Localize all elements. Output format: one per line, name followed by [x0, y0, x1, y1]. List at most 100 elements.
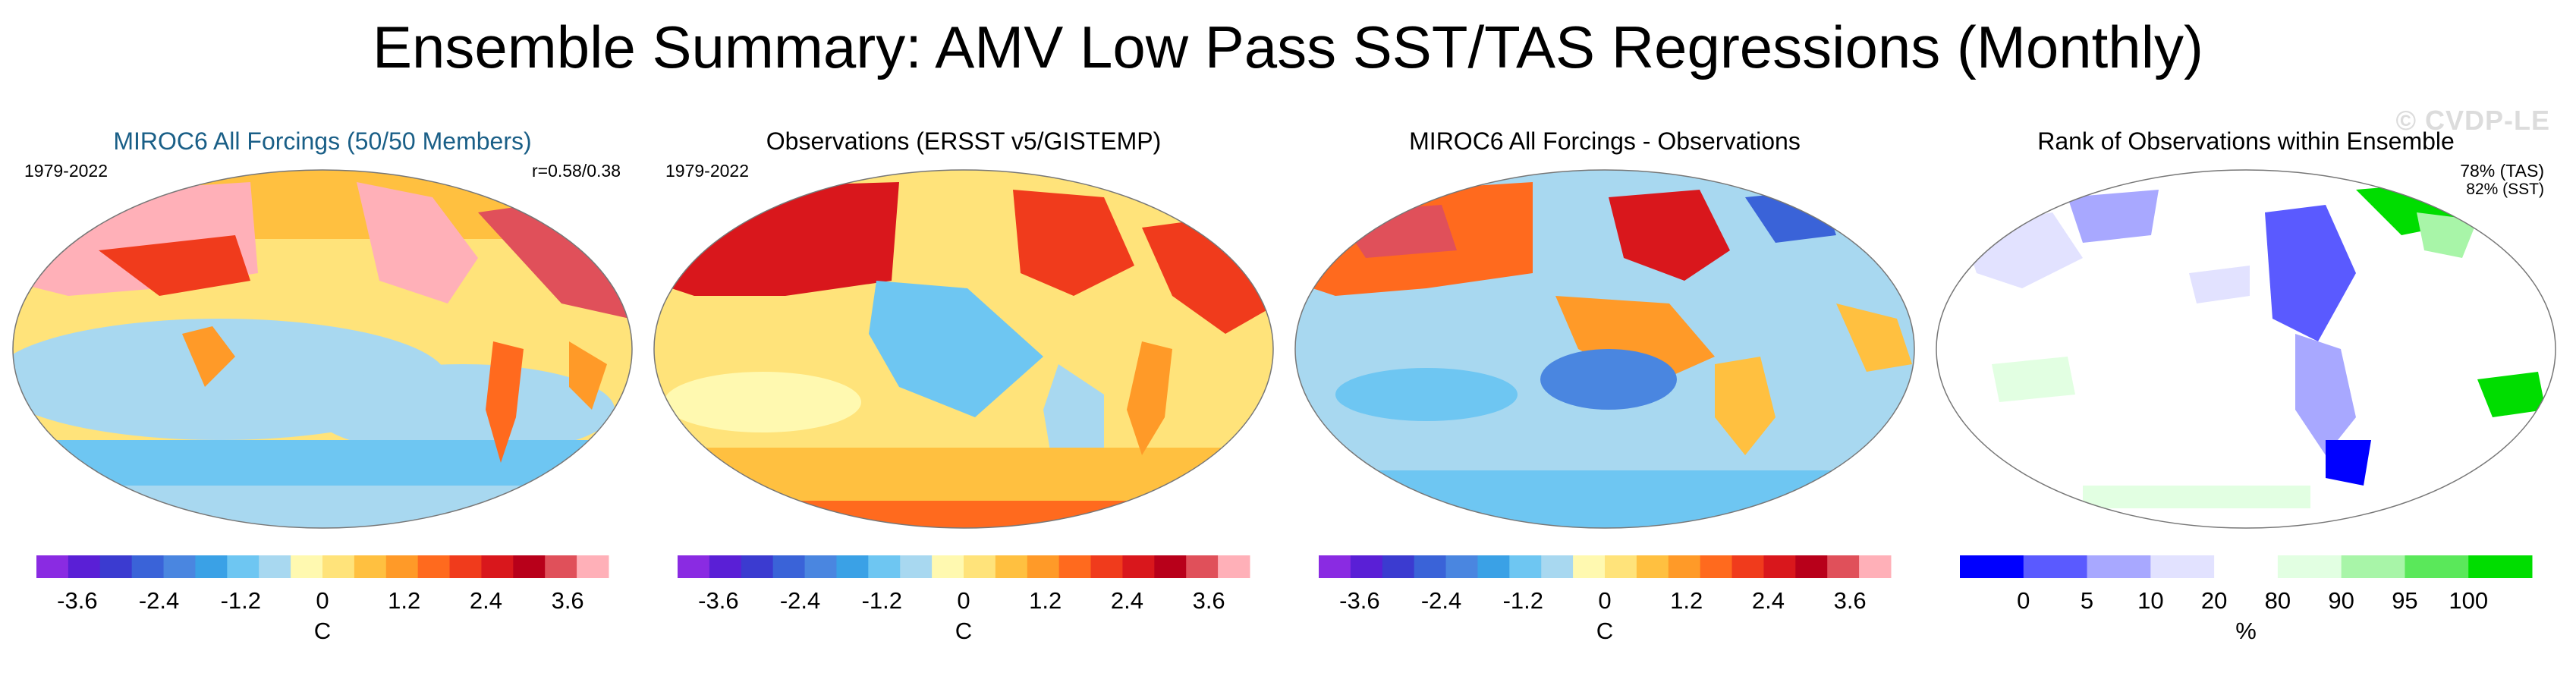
colorbar-tick-label: 1.2: [388, 587, 420, 614]
colorbar-swatch: [322, 555, 355, 578]
colorbar-swatch: [900, 555, 933, 578]
colorbar-swatch: [1186, 555, 1219, 578]
colorbar-swatch: [868, 555, 901, 578]
colorbar-tick-label: 0: [316, 587, 329, 614]
colorbar-swatch: [577, 555, 609, 578]
colorbar-swatch: [545, 555, 577, 578]
colorbar-swatch: [163, 555, 196, 578]
colorbar-unit-label: C: [1596, 618, 1613, 644]
colorbar-swatch: [385, 555, 419, 578]
colorbar-tick-label: 80: [2265, 587, 2291, 614]
colorbar-tick-label: -3.6: [698, 587, 738, 614]
panel-rank: © CVDP-LE Rank of Observations within En…: [1931, 105, 2561, 675]
colorbar-tick-label: -3.6: [57, 587, 97, 614]
colorbar-swatch: [99, 555, 133, 578]
colorbar-swatch: [1573, 555, 1606, 578]
colorbar-swatch: [709, 555, 742, 578]
colorbar-tick-label: 0: [957, 587, 970, 614]
colorbar-swatch: [1605, 555, 1637, 578]
period-label: 1979-2022: [665, 161, 749, 181]
colorbar-swatch: [1859, 555, 1892, 578]
colorbar-tick-label: -1.2: [862, 587, 902, 614]
colorbar-tick-label: 3.6: [1834, 587, 1867, 614]
colorbar-swatch: [1763, 555, 1796, 578]
colorbar-swatch: [1477, 555, 1510, 578]
panel-title: Rank of Observations within Ensemble: [2037, 127, 2455, 155]
colorbar-tick-label: 5: [2081, 587, 2093, 614]
period-label: 1979-2022: [24, 161, 108, 181]
colorbar-tick-label: 20: [2201, 587, 2227, 614]
colorbar-swatch: [1445, 555, 1478, 578]
colorbar-swatch: [1827, 555, 1860, 578]
map-rank: [1936, 169, 2556, 529]
colorbar-swatch: [1509, 555, 1542, 578]
colorbar: -3.6 -2.4 -1.2 0 1.2 2.4 3.6 C: [36, 555, 609, 644]
colorbar-swatch: [741, 555, 774, 578]
colorbar-swatch: [2405, 555, 2469, 578]
colorbar-swatch: [2150, 555, 2215, 578]
colorbar-tick-label: 2.4: [470, 587, 502, 614]
colorbar-swatch: [2087, 555, 2151, 578]
colorbar-swatch: [1960, 555, 2024, 578]
correlation-label: r=0.58/0.38: [531, 161, 621, 181]
colorbar-swatch: [1027, 555, 1060, 578]
colorbar-swatch: [481, 555, 514, 578]
panel-title: Observations (ERSST v5/GISTEMP): [766, 127, 1162, 155]
colorbar-swatch: [195, 555, 228, 578]
colorbar-swatch: [964, 555, 996, 578]
watermark: © CVDP-LE: [2395, 105, 2550, 136]
colorbar-tick-label: 3.6: [552, 587, 584, 614]
colorbar-swatch: [2468, 555, 2533, 578]
colorbar-tick-label: 2.4: [1752, 587, 1785, 614]
colorbar-tick-label: -2.4: [139, 587, 179, 614]
colorbar-swatch: [2214, 555, 2279, 578]
colorbar-swatch: [1636, 555, 1669, 578]
main-title: Ensemble Summary: AMV Low Pass SST/TAS R…: [372, 14, 2203, 80]
colorbar-tick-label: -1.2: [221, 587, 261, 614]
colorbar-unit-label: C: [955, 618, 972, 644]
colorbar-swatch: [291, 555, 323, 578]
colorbar-swatch: [36, 555, 69, 578]
colorbar-swatch: [1795, 555, 1828, 578]
panel-difference: MIROC6 All Forcings - Observations -3.6 -…: [1290, 106, 1920, 675]
panel-title: MIROC6 All Forcings - Observations: [1409, 127, 1801, 155]
colorbar-tick-label: -2.4: [1421, 587, 1461, 614]
colorbar-tick-label: -2.4: [780, 587, 820, 614]
colorbar-swatch: [772, 555, 806, 578]
colorbar-swatch: [1668, 555, 1701, 578]
colorbar-tick-label: -3.6: [1339, 587, 1379, 614]
colorbar-swatch: [259, 555, 291, 578]
colorbar-tick-label: 3.6: [1193, 587, 1225, 614]
colorbar-swatch: [417, 555, 451, 578]
panel-observations: Observations (ERSST v5/GISTEMP) 1979-202…: [649, 106, 1279, 675]
colorbar-swatch: [995, 555, 1028, 578]
map-model: [12, 169, 633, 529]
rank-sst-label: 82% (SST): [2466, 181, 2544, 198]
colorbar-swatch: [1154, 555, 1187, 578]
colorbar-swatch: [1218, 555, 1250, 578]
panel-model: MIROC6 All Forcings (50/50 Members) 1979…: [8, 106, 637, 675]
colorbar-tick-label: 2.4: [1111, 587, 1143, 614]
colorbar-swatch: [1731, 555, 1764, 578]
colorbar-swatch: [836, 555, 869, 578]
colorbar-swatch: [449, 555, 482, 578]
colorbar-swatch: [1058, 555, 1092, 578]
colorbar-tick-label: 100: [2449, 587, 2488, 614]
colorbar-swatch: [1382, 555, 1415, 578]
colorbar-swatch: [354, 555, 387, 578]
colorbar-tick-label: 0: [1598, 587, 1611, 614]
colorbar-tick-label: -1.2: [1503, 587, 1543, 614]
colorbar-tick-label: 1.2: [1670, 587, 1703, 614]
colorbar-swatch: [227, 555, 259, 578]
colorbar-tick-label: 95: [2392, 587, 2417, 614]
colorbar-tick-label: 1.2: [1029, 587, 1062, 614]
colorbar-unit-label: %: [2235, 618, 2257, 644]
colorbar-swatch: [1090, 555, 1123, 578]
colorbar-swatch: [68, 555, 101, 578]
colorbar-swatch: [1319, 555, 1351, 578]
rank-tas-label: 78% (TAS): [2460, 161, 2544, 181]
colorbar-swatch: [131, 555, 165, 578]
colorbar-rank: 0 5 10 20 80 90 95 100%: [1960, 555, 2533, 644]
colorbar-swatch: [1350, 555, 1383, 578]
colorbar-unit-label: C: [314, 618, 331, 644]
